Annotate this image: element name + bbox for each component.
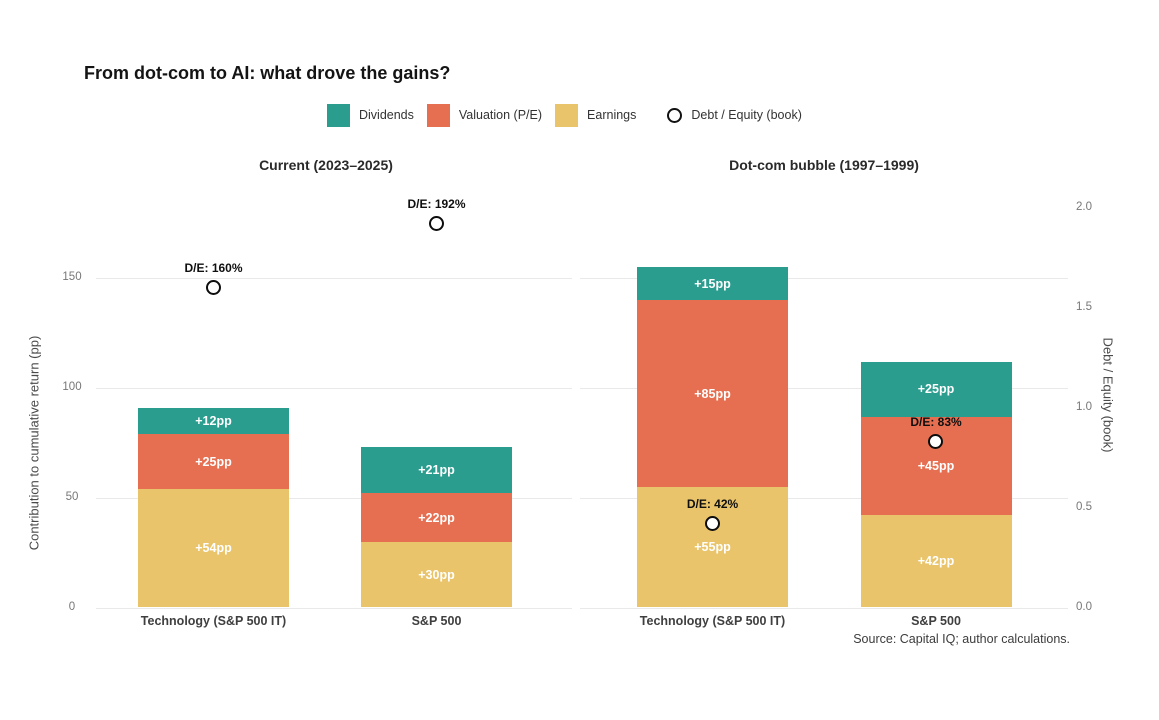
bar-segment-dividends: +21pp	[361, 447, 512, 494]
chart-title: From dot-com to AI: what drove the gains…	[84, 63, 451, 83]
legend-item-earnings: Earnings	[555, 103, 637, 127]
bar-value-label: +21pp	[418, 463, 455, 478]
debt-equity-marker-icon	[704, 515, 720, 531]
bar-value-label: +85pp	[694, 386, 731, 401]
bar-value-label: +12pp	[195, 414, 232, 428]
bar-segment-valuation-p-e: +85pp	[637, 300, 788, 487]
y2-axis-tick-label: 1.0	[1076, 400, 1092, 413]
gridline	[96, 497, 572, 499]
bar-value-label: +55pp	[694, 540, 731, 555]
debt-equity-label: D/E: 83%	[910, 414, 962, 429]
bar-segment-valuation-p-e: +45pp	[860, 416, 1012, 516]
bar-value-label: +15pp	[694, 276, 731, 291]
y-axis-title: Contribution to cumulative return (pp)	[26, 335, 42, 551]
legend-label-earnings: Earnings	[587, 108, 637, 122]
y-axis-tick-label: 50	[65, 490, 79, 503]
facet-title: Dot-com bubble (1997–1999)	[729, 157, 919, 173]
gridline	[580, 497, 1068, 499]
debt-equity-marker-icon	[205, 279, 221, 295]
bar-value-label: +25pp	[195, 454, 232, 469]
source-note: Source: Capital IQ; author calculations.	[853, 632, 1070, 646]
y-axis-tick-label: 0	[68, 600, 76, 613]
earnings-swatch-icon	[555, 103, 579, 127]
bar-segment-earnings: +55pp	[637, 486, 788, 608]
debt-equity-label: D/E: 192%	[407, 196, 466, 211]
gridline	[96, 607, 572, 609]
debt-equity-label: D/E: 42%	[686, 496, 739, 511]
y2-axis-tick-label: 0.0	[1076, 600, 1092, 613]
x-axis-category-label: Technology (S&P 500 IT)	[639, 614, 786, 628]
legend-item-debt-equity: Debt / Equity (book)	[667, 107, 802, 123]
legend-label-dividends: Dividends	[359, 108, 414, 122]
legend: Dividends Valuation (P/E) Earnings Debt …	[327, 103, 802, 127]
y2-axis-tick-label: 1.5	[1076, 300, 1092, 313]
valuation-swatch-icon	[426, 103, 450, 127]
x-axis-category-label: S&P 500	[911, 614, 961, 628]
x-axis-category-label: Technology (S&P 500 IT)	[140, 614, 287, 628]
gridline	[580, 278, 1068, 280]
bar-segment-valuation-p-e: +22pp	[361, 493, 512, 542]
legend-label-debt-equity: Debt / Equity (book)	[691, 108, 802, 122]
gridline	[96, 388, 572, 390]
legend-item-dividends: Dividends	[327, 103, 414, 127]
debt-equity-marker-icon	[428, 215, 444, 231]
bar-segment-dividends: +25pp	[860, 361, 1012, 417]
legend-label-valuation: Valuation (P/E)	[458, 108, 543, 122]
bar-value-label: +45pp	[917, 458, 955, 473]
debt-equity-marker-icon	[928, 433, 943, 449]
dividends-swatch-icon	[327, 103, 350, 127]
bar-value-label: +22pp	[418, 510, 455, 525]
facet-title: Current (2023–2025)	[259, 157, 393, 173]
y2-axis-title: Debt / Equity (book)	[1100, 337, 1116, 453]
y2-axis-tick-label: 0.5	[1076, 500, 1092, 513]
debt-equity-label: D/E: 160%	[184, 260, 243, 275]
gridline	[580, 607, 1068, 609]
bar-segment-earnings: +42pp	[860, 515, 1012, 608]
gridline	[96, 278, 572, 280]
bar-segment-dividends: +12pp	[138, 407, 289, 435]
bar-value-label: +54pp	[195, 541, 232, 556]
bar-segment-earnings: +30pp	[361, 541, 512, 608]
y2-axis-tick-label: 2.0	[1076, 200, 1092, 213]
x-axis-category-label: S&P 500	[411, 614, 462, 628]
open-circle-icon	[667, 107, 683, 123]
legend-item-valuation: Valuation (P/E)	[426, 103, 543, 127]
y-axis-tick-label: 150	[62, 271, 82, 284]
gridline	[580, 388, 1068, 390]
bar-segment-valuation-p-e: +25pp	[138, 434, 289, 490]
bar-segment-dividends: +15pp	[637, 267, 788, 301]
bar-segment-earnings: +54pp	[138, 489, 289, 608]
y-axis-tick-label: 100	[62, 381, 82, 394]
bar-value-label: +42pp	[917, 554, 955, 569]
bar-value-label: +30pp	[418, 567, 455, 582]
bar-value-label: +25pp	[917, 382, 955, 397]
